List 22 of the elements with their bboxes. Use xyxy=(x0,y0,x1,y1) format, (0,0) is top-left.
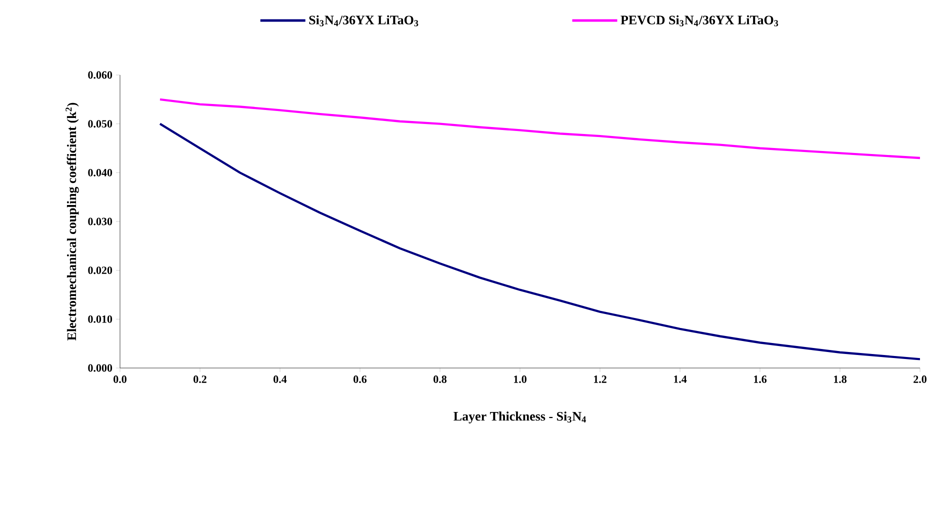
x-tick-label: 0.2 xyxy=(194,376,206,384)
x-tick-label: 2.0 xyxy=(914,376,926,384)
x-tick-label: 1.0 xyxy=(514,376,526,384)
x-tick-label: 1.6 xyxy=(754,376,767,383)
x-tick-label: 0.6 xyxy=(354,376,367,384)
legend-label: Si$_{3}$N$_{4}$/36YX LiTaO$_{3}$ xyxy=(309,15,418,26)
x-tick-label: 0.0 xyxy=(114,376,126,384)
y-tick-label: 0.050 xyxy=(88,120,112,128)
legend-label: PEVCD Si$_{3}$N$_{4}$/36YX LiTaO$_{3}$ xyxy=(620,15,778,26)
y-tick-label: 0.000 xyxy=(88,364,112,372)
x-tick-label: 1.4 xyxy=(674,376,687,383)
x-tick-label: 1.8 xyxy=(834,376,847,384)
y-tick-label: 0.040 xyxy=(88,168,112,176)
y-tick-label: 0.010 xyxy=(88,315,112,323)
y-axis-title: Electromechanical coupling coefficient (k$^{2}$) xyxy=(66,102,79,340)
y-tick-label: 0.020 xyxy=(88,266,112,274)
x-tick-label: 0.4 xyxy=(274,376,287,384)
x-tick-label: 0.8 xyxy=(434,376,447,384)
y-tick-label: 0.030 xyxy=(88,218,112,226)
y-tick-label: 0.060 xyxy=(88,71,112,79)
x-tick-label: 1.2 xyxy=(594,376,606,383)
x-axis-title: Layer Thickness - Si$_{3}$N$_{4}$ xyxy=(454,412,586,424)
